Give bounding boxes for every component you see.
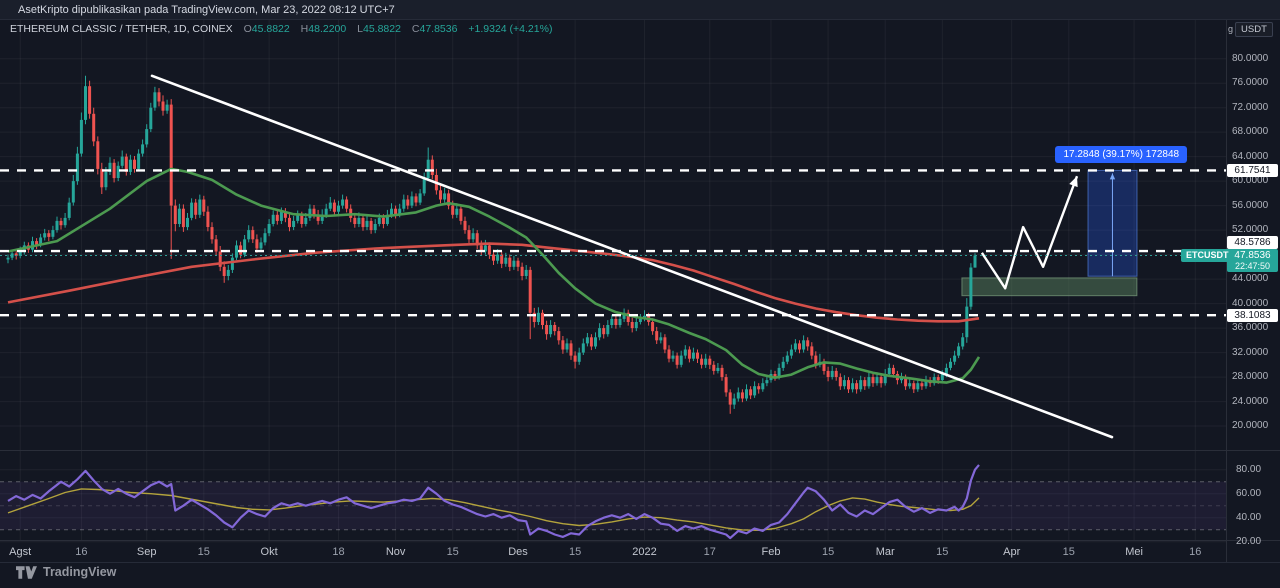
price-tick-label: 20.0000 [1232,420,1269,431]
currency-unit-label: USDT [1235,22,1273,37]
time-tick-label: Okt [260,546,278,558]
rsi-ma-line [7,488,980,531]
last-price-value: 47.8536 [1234,249,1271,261]
time-tick-label: Agst [9,546,32,558]
close-value: 47.8536 [419,23,458,35]
time-tick-label: 17 [703,546,716,558]
support-zone-box[interactable] [961,277,1138,297]
change-value: +1.9324 (+4.21%) [468,23,553,35]
price-tick-label: 68.0000 [1232,126,1269,138]
time-tick-label: 15 [1062,546,1075,558]
price-tick-label: 80.0000 [1232,52,1269,64]
time-tick-label: 15 [446,546,459,558]
bar-countdown: 22:47:50 [1234,260,1271,271]
price-tick-label: 64.0000 [1232,150,1269,162]
open-value: 45.8822 [251,23,290,35]
time-tick-label: Mei [1125,546,1143,558]
publish-caption: AsetKripto dipublikasikan pada TradingVi… [0,0,1280,20]
time-tick-label: 18 [332,546,345,558]
time-tick-label: Nov [385,546,406,558]
high-value: 48.2200 [308,23,347,35]
time-tick-label: Mar [875,546,895,558]
price-tick-label: 76.0000 [1232,77,1269,89]
currency-prefix-icon: g [1228,24,1234,34]
price-tick-label: 40.0000 [1232,297,1269,309]
rsi-line [7,464,980,540]
time-tick-label: 2022 [632,546,657,558]
ma-fast-line [7,167,981,384]
open-label: O [243,23,252,35]
time-grid [19,20,1196,540]
publish-caption-text: AsetKripto dipublikasikan pada TradingVi… [18,4,395,16]
level-price-label: 48.5786 [1227,235,1278,249]
price-range-box[interactable] [1087,169,1138,277]
symbol-price-tag: ETCUSDT [1181,249,1234,262]
price-range-measure-label: 17.2848 (39.17%) 172848 [1055,146,1188,164]
time-tick-label: Sep [136,546,157,558]
level-price-label: 61.7541 [1227,163,1278,177]
level-lines[interactable] [0,169,1226,317]
price-tick-label: 72.0000 [1232,101,1269,113]
rsi-tick-label: 40.00 [1236,511,1262,523]
tradingview-logo-icon [16,565,37,579]
price-tick-label: 52.0000 [1232,224,1269,236]
price-tick-label: 60.0000 [1232,175,1269,187]
rsi-tick-label: 60.00 [1236,487,1262,499]
price-tick-label: 32.0000 [1232,346,1269,358]
low-value: 45.8822 [363,23,401,35]
symbol-title: ETHEREUM CLASSIC / TETHER, 1D, COINEX [10,23,233,35]
time-tick-label: Apr [1003,546,1021,558]
time-tick-label: 16 [75,546,88,558]
price-tick-label: 36.0000 [1232,322,1269,334]
high-label: H [300,23,309,35]
time-tick-label: Des [508,546,528,558]
time-tick-label: 16 [1189,546,1202,558]
price-tick-label: 44.0000 [1232,273,1269,285]
trendline-drawing[interactable] [150,74,1114,439]
level-price-label: 38.1083 [1227,308,1278,322]
tradingview-brand-text: TradingView [43,565,117,579]
rsi-tick-label: 20.00 [1236,535,1262,547]
price-tick-label: 56.0000 [1232,199,1269,211]
time-tick-label: 15 [197,546,210,558]
time-tick-label: 15 [936,546,949,558]
price-tick-label: 28.0000 [1232,371,1269,383]
price-tick-label: 24.0000 [1232,395,1269,407]
low-label: L [357,23,363,35]
time-tick-label: 15 [821,546,835,558]
time-tick-label: Feb [761,546,781,558]
zigzag-arrow-drawing[interactable] [980,175,1079,290]
symbol-legend[interactable]: ETHEREUM CLASSIC / TETHER, 1D, COINEX O4… [10,23,552,35]
time-tick-label: 15 [568,546,582,558]
pane-borders [0,20,1280,563]
tradingview-attribution[interactable]: TradingView [16,565,116,579]
last-price-label: 47.8536 22:47:50 [1227,248,1278,272]
price-axis-currency-button[interactable]: g USDT [1228,22,1273,37]
close-label: C [411,23,420,35]
rsi-tick-label: 80.00 [1236,463,1262,475]
price-grid [0,58,1226,543]
